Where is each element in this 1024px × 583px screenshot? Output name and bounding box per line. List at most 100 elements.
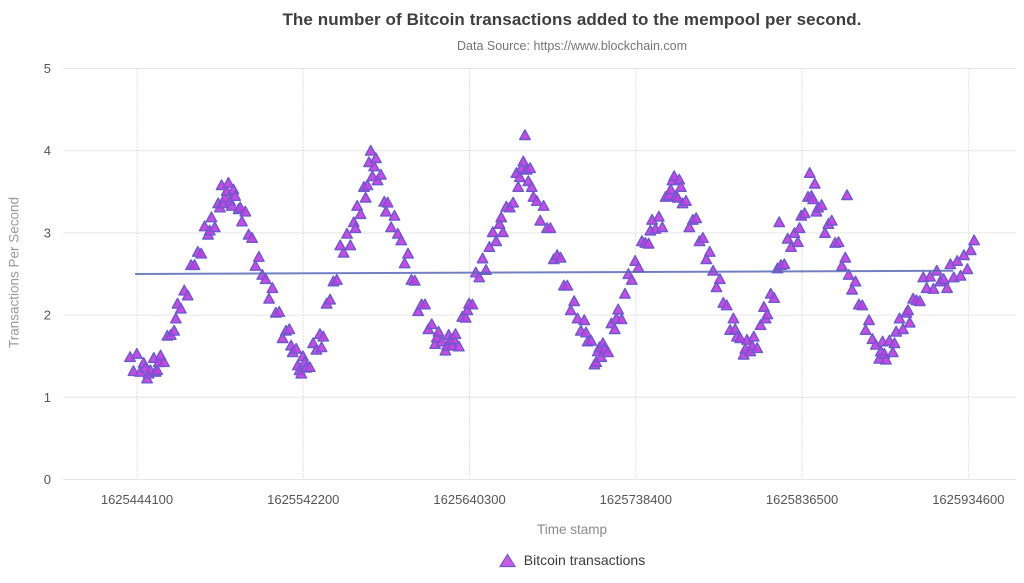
data-point-triangle <box>495 211 508 223</box>
x-tick-labels: 1625444100 1625542200 1625640300 1625738400… <box>101 492 1005 507</box>
y-axis-title: Transactions Per Second <box>6 196 22 349</box>
data-point-triangle <box>619 287 631 299</box>
data-point-triangle <box>225 199 238 211</box>
data-point-triangle <box>507 196 520 208</box>
data-point-triangle <box>561 279 574 291</box>
data-point-triangle <box>951 255 964 266</box>
data-point-triangle <box>859 324 872 335</box>
data-point-triangle <box>512 181 525 192</box>
data-point-triangle <box>832 236 845 248</box>
data-point-triangle <box>419 298 431 310</box>
data-point-triangle <box>158 356 170 368</box>
data-point-triangle <box>720 299 733 311</box>
data-point-triangle <box>927 282 940 294</box>
data-point-triangle <box>803 167 816 178</box>
data-point-triangle <box>825 214 838 226</box>
data-point-triangle <box>205 211 218 223</box>
data-point-triangle <box>324 293 336 305</box>
data-point-triangle <box>188 259 201 271</box>
data-point-triangle <box>602 346 614 358</box>
data-point-triangle <box>841 189 853 201</box>
data-point-triangle <box>341 227 353 239</box>
data-point-triangle <box>369 152 382 164</box>
data-point-triangle <box>263 292 275 304</box>
data-point-triangle <box>888 337 901 349</box>
x-tick-label: 1625444100 <box>101 492 173 507</box>
x-tick-label: 1625640300 <box>433 492 505 507</box>
data-point-triangle <box>656 221 669 233</box>
data-point-triangle <box>707 264 720 276</box>
data-point-triangle <box>849 275 862 287</box>
data-point-triangle <box>903 316 916 328</box>
data-point-triangle <box>913 295 926 307</box>
data-point-triangle <box>680 195 692 206</box>
data-point-triangle <box>174 302 187 314</box>
chart-subtitle: Data Source: https://www.blockchain.com <box>457 39 687 53</box>
data-point-triangle <box>283 323 296 335</box>
data-point-triangle <box>791 236 804 248</box>
data-point-triangle <box>354 208 367 220</box>
data-point-triangle <box>612 303 625 315</box>
data-point-triangle <box>798 207 811 219</box>
data-point-triangle <box>941 282 953 294</box>
data-point-triangle <box>674 181 687 192</box>
data-point-triangle <box>303 361 316 372</box>
data-point-triangle <box>273 305 286 317</box>
data-point-triangle <box>169 312 182 324</box>
data-point-triangle <box>249 259 262 271</box>
data-point-triangle <box>608 323 621 335</box>
data-point-triangle <box>761 308 774 320</box>
data-point-triangle <box>524 162 536 174</box>
data-point-triangle <box>839 251 852 263</box>
trend-line-segment <box>135 269 954 275</box>
data-point-triangle <box>388 209 401 221</box>
data-point-triangle <box>710 281 723 293</box>
triangle-marker-icon <box>498 552 516 567</box>
data-point-triangle <box>168 324 181 336</box>
data-point-triangle <box>902 304 914 316</box>
data-point-triangle <box>486 226 499 238</box>
data-point-triangle <box>856 299 869 311</box>
data-point-triangle <box>683 221 696 233</box>
data-point-triangle <box>664 183 677 195</box>
data-point-triangle <box>493 218 506 229</box>
data-point-triangle <box>276 332 289 344</box>
data-point-triangle <box>568 295 581 307</box>
data-point-triangle <box>530 195 543 206</box>
legend-item-bitcoin-transactions[interactable]: Bitcoin transactions <box>498 552 645 568</box>
data-point-triangle <box>734 332 747 344</box>
data-point-triangle <box>697 232 709 243</box>
data-point-triangle <box>151 364 164 376</box>
data-point-triangle <box>239 205 252 217</box>
data-point-triangle <box>842 268 855 280</box>
data-point-triangle <box>642 237 655 249</box>
y-tick-label: 4 <box>44 143 51 158</box>
legend: Bitcoin transactions <box>120 552 1024 568</box>
data-point-triangle <box>544 222 557 234</box>
data-point-triangle <box>236 215 248 227</box>
data-point-triangle <box>317 330 330 342</box>
data-point-triangle <box>964 244 977 256</box>
data-point-triangle <box>652 210 665 222</box>
data-point-triangle <box>537 199 550 211</box>
h-gridlines <box>63 68 1016 480</box>
data-point-triangle <box>473 271 486 283</box>
data-point-triangle <box>195 247 208 259</box>
trend-line <box>135 269 954 275</box>
data-point-triangle <box>452 340 465 352</box>
data-point-triangle <box>519 129 531 141</box>
data-point-triangle <box>371 174 384 186</box>
x-tick-label: 1625836500 <box>766 492 838 507</box>
y-tick-label: 1 <box>44 390 51 405</box>
data-point-triangle <box>808 177 821 189</box>
data-point-triangle <box>773 216 786 228</box>
data-point-triangle <box>385 221 397 233</box>
scatter-series-bitcoin-transactions <box>124 129 981 384</box>
data-point-triangle <box>359 191 372 203</box>
data-point-triangle <box>580 326 592 338</box>
data-point-triangle <box>893 312 906 324</box>
data-point-triangle <box>513 171 526 183</box>
data-point-triangle <box>374 168 387 180</box>
data-point-triangle <box>290 342 303 354</box>
